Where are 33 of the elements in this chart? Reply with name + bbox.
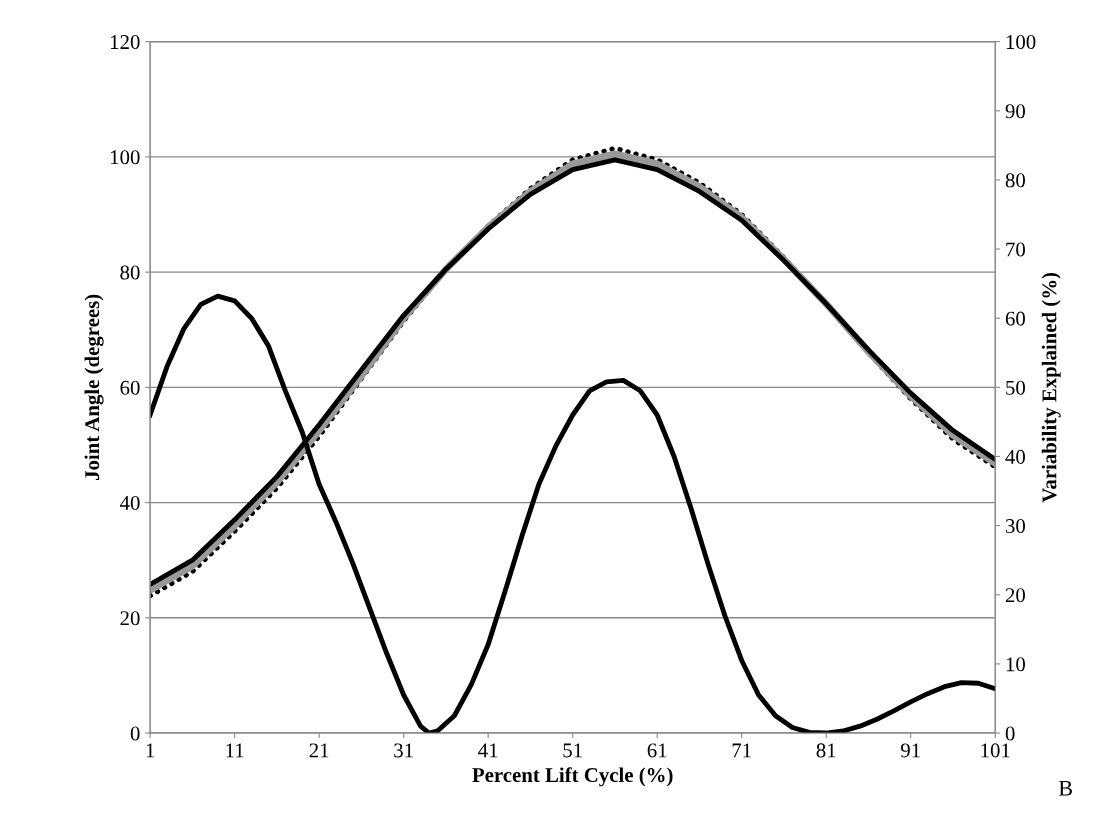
x-tick-label: 101: [981, 743, 1010, 758]
y2-tick-label: 40: [1005, 449, 1025, 464]
y-tick-label: 80: [120, 265, 140, 280]
text: B: [1058, 780, 1072, 796]
x-tick-label: 91: [900, 743, 920, 758]
x-tick-label: 1: [146, 743, 155, 758]
y-tick-label: 20: [120, 611, 140, 626]
y2-tick-label: 10: [1006, 657, 1025, 672]
y2-tick-label: 80: [1005, 173, 1025, 188]
y-tick-label: 0: [130, 726, 140, 741]
y-axis-title: Joint Angle (degrees): [84, 294, 104, 480]
x-tick-label: 11: [226, 743, 244, 758]
x-tick-label: 61: [647, 743, 667, 758]
y2-tick-label: 0: [1005, 726, 1015, 741]
x-tick-label: 31: [394, 743, 413, 758]
y2-tick-label: 90: [1005, 104, 1025, 119]
y2-tick-label: 70: [1006, 242, 1025, 257]
y2-tick-label: 20: [1005, 588, 1025, 603]
x-tick-label: 21: [309, 743, 329, 758]
y2-tick-label: 30: [1005, 519, 1025, 534]
y-tick-label: 120: [110, 35, 140, 50]
y-tick-label: 100: [110, 150, 140, 165]
x-tick-label: 81: [816, 743, 836, 758]
y2-tick-label: 60: [1005, 311, 1025, 326]
y2-axis-title: Variability Explained (%): [1041, 272, 1061, 503]
y-tick-label: 40: [119, 495, 140, 511]
x-tick-label: 41: [478, 743, 498, 758]
y-tick-label: 60: [120, 380, 140, 395]
y2-tick-label: 50: [1006, 380, 1025, 395]
y2-tick-label: 100: [1006, 35, 1036, 50]
x-tick-label: 71: [732, 743, 751, 758]
x-axis-title: Percent Lift Cycle (%): [472, 767, 673, 787]
x-tick-label: 51: [563, 743, 582, 758]
